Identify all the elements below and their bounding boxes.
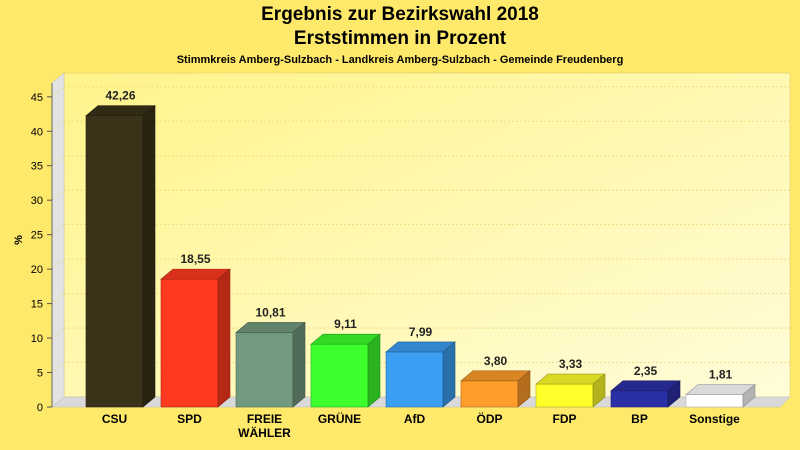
bar-side (217, 268, 231, 408)
bar-5 (460, 370, 531, 408)
gridline-diagonal (51, 258, 65, 270)
x-tick-label: GRÜNE (318, 411, 361, 426)
chart-title: Ergebnis zur Bezirkswahl 2018 (261, 4, 539, 25)
bar-front (610, 390, 669, 408)
bar-1 (160, 268, 231, 408)
gridline-diagonal (51, 224, 65, 235)
bar-side (142, 105, 156, 408)
chart-caption: Stimmkreis Amberg-Sulzbach - Landkreis A… (176, 54, 624, 66)
bar-side (367, 333, 381, 408)
x-tick-label: BP (631, 412, 648, 426)
data-label: 3,80 (484, 354, 508, 368)
bar-front (235, 332, 294, 408)
data-label: 9,11 (334, 317, 357, 331)
y-axis-label: % (13, 235, 25, 245)
bar-7 (610, 380, 681, 408)
x-tick-label: FDP (553, 412, 577, 426)
data-label: 10,81 (255, 305, 285, 319)
x-tick-label: Sonstige (689, 412, 740, 426)
y-tick-label: 30 (31, 195, 43, 207)
y-tick-label: 25 (31, 230, 43, 242)
bar-4 (385, 341, 456, 408)
bar-0 (85, 105, 156, 408)
gridline-diagonal (51, 189, 65, 201)
gridline-diagonal (51, 120, 65, 132)
x-tick-label: WÄHLER (238, 425, 291, 440)
y-tick-label: 35 (31, 161, 43, 173)
data-label: 18,55 (180, 252, 210, 266)
y-tick-label: 40 (31, 126, 43, 138)
bar-front (160, 278, 219, 408)
data-label: 3,33 (559, 357, 583, 371)
bar-side (442, 341, 456, 408)
x-tick-label: AfD (404, 412, 426, 426)
bar-front (385, 351, 444, 408)
bar-front (85, 115, 144, 408)
gridline-diagonal (51, 293, 65, 304)
chart-subtitle: Erststimmen in Prozent (293, 28, 507, 49)
gridline-diagonal (51, 86, 65, 98)
gridline-diagonal (51, 155, 65, 167)
x-tick-label: FREIE (247, 412, 282, 426)
bar-side (517, 370, 531, 408)
bar-side (292, 321, 306, 408)
bar-3 (310, 333, 381, 408)
y-tick-label: 15 (31, 299, 43, 311)
x-tick-label: SPD (177, 412, 202, 426)
x-tick-label: ÖDP (476, 411, 502, 426)
bar-front (685, 394, 744, 408)
x-tick-label: CSU (102, 412, 127, 426)
y-tick-label: 5 (37, 368, 43, 380)
bar-front (310, 343, 369, 408)
data-label: 2,35 (634, 364, 658, 378)
bar-6 (535, 373, 606, 408)
bar-front (535, 383, 594, 408)
y-tick-label: 0 (37, 402, 43, 414)
bar-side (592, 373, 606, 408)
bar-side (667, 380, 681, 408)
y-tick-label: 10 (31, 333, 43, 345)
bar-front (460, 380, 519, 408)
y-tick-label: 20 (31, 264, 43, 276)
gridline-diagonal (51, 327, 65, 339)
bar-side (742, 383, 756, 408)
y-tick-label: 45 (31, 92, 43, 104)
bar-2 (235, 321, 306, 408)
data-label: 7,99 (409, 325, 433, 339)
gridline-diagonal (51, 362, 65, 373)
bar-8 (685, 383, 756, 408)
data-label: 1,81 (709, 368, 733, 382)
data-label: 42,26 (105, 89, 135, 103)
